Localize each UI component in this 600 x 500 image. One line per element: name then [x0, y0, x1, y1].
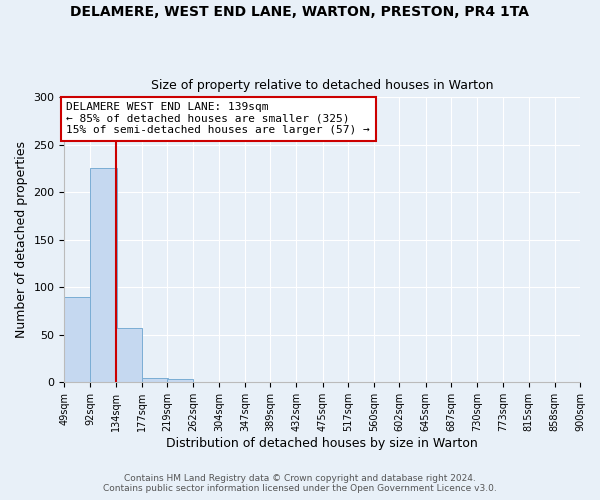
- Bar: [64, 297, 91, 382]
- Text: Contains HM Land Registry data © Crown copyright and database right 2024.: Contains HM Land Registry data © Crown c…: [124, 474, 476, 483]
- Text: Contains public sector information licensed under the Open Government Licence v3: Contains public sector information licen…: [103, 484, 497, 493]
- Bar: [142, 378, 168, 382]
- Title: Size of property relative to detached houses in Warton: Size of property relative to detached ho…: [151, 79, 493, 92]
- Text: DELAMERE WEST END LANE: 139sqm
← 85% of detached houses are smaller (325)
15% of: DELAMERE WEST END LANE: 139sqm ← 85% of …: [66, 102, 370, 136]
- X-axis label: Distribution of detached houses by size in Warton: Distribution of detached houses by size …: [166, 437, 478, 450]
- Text: DELAMERE, WEST END LANE, WARTON, PRESTON, PR4 1TA: DELAMERE, WEST END LANE, WARTON, PRESTON…: [71, 5, 530, 19]
- Bar: [167, 380, 193, 382]
- Y-axis label: Number of detached properties: Number of detached properties: [15, 142, 28, 338]
- Bar: [116, 328, 142, 382]
- Bar: [91, 168, 116, 382]
